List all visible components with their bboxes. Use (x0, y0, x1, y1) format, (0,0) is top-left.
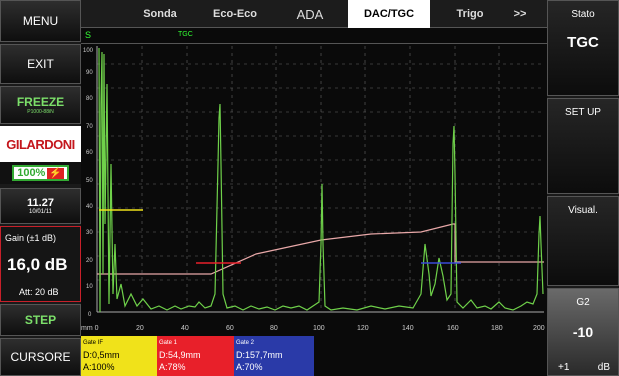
gain-value: 16,0 dB (7, 255, 68, 274)
y-tick: 50 (86, 178, 93, 184)
menu-label: MENU (22, 14, 59, 28)
gate-readout-empty (314, 336, 547, 376)
g2-control[interactable]: G2 -10 +1 dB (547, 288, 619, 376)
gate-depth: D:0,5mm (83, 350, 120, 360)
x-tick: 40 (181, 325, 189, 332)
cursore-button[interactable]: CURSORE (0, 338, 81, 376)
visual-label: Visual. (568, 205, 598, 216)
y-tick: 20 (86, 258, 93, 264)
visual-button[interactable]: Visual. (547, 196, 619, 286)
g2-label: G2 (576, 297, 590, 308)
attenuation-text: Att: 20 dB (19, 287, 59, 297)
gate-amplitude: A:78% (159, 362, 186, 372)
x-tick: 200 (533, 325, 545, 332)
y-tick: 10 (86, 284, 93, 290)
tab-bar (81, 0, 547, 28)
dac-curve (97, 223, 544, 275)
exit-button[interactable]: EXIT (0, 44, 81, 84)
battery-level: 100% (17, 167, 46, 179)
setup-label: SET UP (565, 107, 601, 118)
stato-value: TGC (567, 34, 599, 51)
y-tick: 70 (86, 124, 93, 130)
stato-label: Stato (571, 9, 595, 20)
x-tick: 80 (270, 325, 278, 332)
x-tick: 20 (136, 325, 144, 332)
x-tick: 140 (402, 325, 414, 332)
gate-if-readout: Gate IF D:0,5mm A:100% (81, 336, 157, 376)
gate-depth: D:157,7mm (236, 350, 283, 360)
status-row: S TGC (81, 28, 547, 44)
freeze-sublabel: P1000-88iN (27, 109, 54, 115)
x-tick: mm 0 (81, 325, 99, 332)
x-tick: 180 (491, 325, 503, 332)
cursore-label: CURSORE (10, 350, 71, 364)
status-s: S (85, 30, 92, 40)
stato-panel: Stato TGC (547, 0, 619, 96)
tab-dac-tgc[interactable]: DAC/TGC (348, 0, 430, 28)
tab-eco-eco[interactable]: Eco-Eco (212, 8, 257, 20)
y-tick: 0 (88, 312, 92, 318)
battery-indicator: 100% ⚡ (0, 162, 81, 184)
g2-value: -10 (572, 324, 594, 340)
brand-logo: GILARDONI (0, 126, 81, 162)
time-text: 11.27 (27, 197, 54, 209)
tab-more[interactable]: >> (513, 8, 527, 20)
gate-depth: D:54,9mm (159, 350, 201, 360)
charging-icon: ⚡ (47, 167, 64, 179)
clock-display: 11.27 10/01/11 (0, 188, 81, 224)
x-tick: 120 (357, 325, 369, 332)
g2-step: +1 (558, 362, 570, 373)
a-scan-display[interactable]: 100 90 80 70 60 50 40 30 20 10 0 mm 0 20… (81, 44, 547, 336)
gate-1-readout: Gate 1 D:54,9mm A:78% (157, 336, 234, 376)
menu-button[interactable]: MENU (0, 0, 81, 42)
gate-name: Gate 1 (159, 340, 178, 346)
y-tick: 100 (83, 48, 94, 54)
step-label: STEP (24, 313, 57, 327)
date-text: 10/01/11 (29, 209, 52, 215)
x-tick: 160 (447, 325, 459, 332)
gate-name: Gate IF (83, 340, 104, 346)
gate-amplitude: A:70% (236, 362, 263, 372)
setup-button[interactable]: SET UP (547, 98, 619, 194)
gain-panel[interactable]: Gain (±1 dB) 16,0 dB Att: 20 dB (0, 226, 81, 302)
freeze-label: FREEZE (16, 95, 65, 109)
gate-amplitude: A:100% (83, 362, 115, 372)
status-tgc: TGC (178, 31, 193, 38)
gate-name: Gate 2 (236, 340, 255, 346)
gain-label: Gain (±1 dB) (5, 233, 56, 243)
y-tick: 80 (86, 96, 93, 102)
y-tick: 90 (86, 70, 93, 76)
y-tick: 40 (86, 204, 93, 210)
tab-ada[interactable]: ADA (296, 6, 324, 22)
gate-2-readout: Gate 2 D:157,7mm A:70% (234, 336, 314, 376)
g2-unit: dB (597, 362, 610, 373)
y-tick: 60 (86, 150, 93, 156)
echo-signal (98, 47, 544, 313)
y-tick: 30 (86, 230, 93, 236)
exit-label: EXIT (27, 57, 54, 71)
x-tick: 100 (313, 325, 325, 332)
tab-trigo[interactable]: Trigo (456, 8, 484, 20)
step-button[interactable]: STEP (0, 304, 81, 336)
tab-sonda[interactable]: Sonda (143, 8, 177, 20)
x-tick: 60 (226, 325, 234, 332)
freeze-button[interactable]: FREEZE P1000-88iN (0, 86, 81, 124)
